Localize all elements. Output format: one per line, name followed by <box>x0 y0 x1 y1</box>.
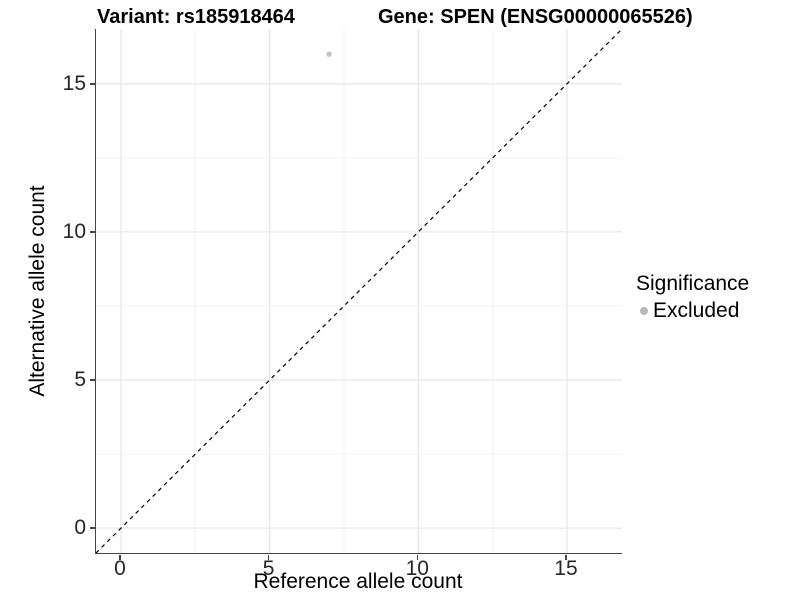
x-tick-label: 0 <box>114 557 126 580</box>
plot-title-variant: Variant: rs185918464 <box>97 6 295 28</box>
plot-title-gene: Gene: SPEN (ENSG00000065526) <box>378 6 693 28</box>
y-axis-tick <box>90 527 95 529</box>
legend-title: Significance <box>636 272 750 295</box>
legend-point-icon <box>640 307 648 315</box>
plot-panel-canvas <box>96 29 622 553</box>
y-axis-tick <box>90 379 95 381</box>
y-tick-label: 0 <box>74 516 86 540</box>
x-axis-title: Reference allele count <box>253 570 463 593</box>
legend: Significance Excluded <box>636 272 749 323</box>
x-axis-tick <box>119 554 121 560</box>
y-axis-tick <box>90 231 95 233</box>
x-tick-label: 5 <box>262 557 275 580</box>
y-axis-tick <box>90 83 95 85</box>
y-tick-label: 15 <box>62 71 86 95</box>
x-axis-tick <box>267 554 270 560</box>
y-tick-label: 5 <box>74 368 86 391</box>
y-tick-label: 10 <box>62 219 86 243</box>
identity-dashed-line <box>96 29 622 553</box>
x-tick-label: 10 <box>405 557 429 580</box>
x-tick-label: 15 <box>554 557 578 580</box>
y-axis-title: Alternative allele count <box>26 185 49 397</box>
data-point <box>326 51 332 57</box>
x-axis-tick <box>565 554 567 560</box>
legend-item-excluded: Excluded <box>636 299 749 323</box>
legend-item-label: Excluded <box>653 299 740 322</box>
plot-panel <box>95 29 622 554</box>
x-axis-tick <box>416 554 419 560</box>
